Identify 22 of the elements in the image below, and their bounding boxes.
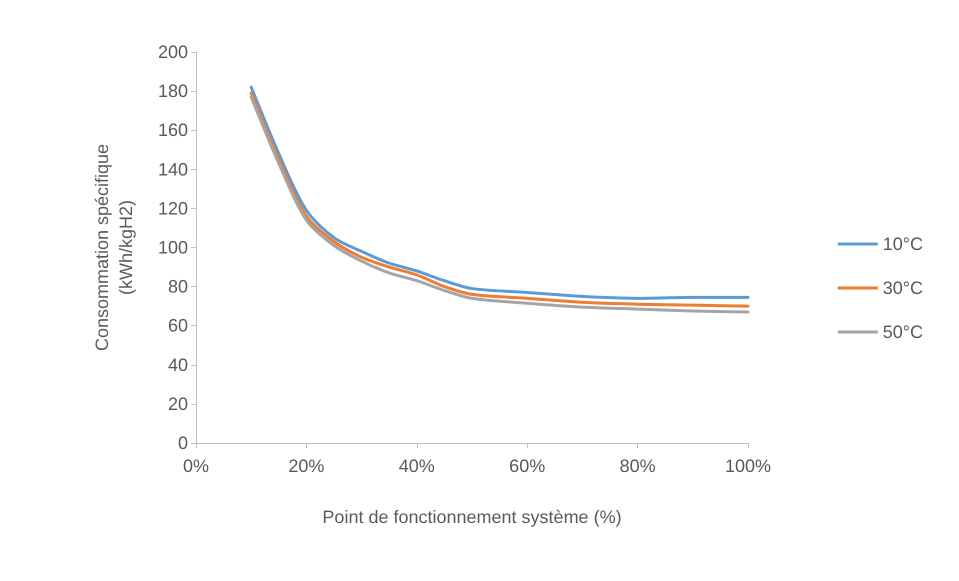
x-tick-label: 60% — [509, 456, 546, 476]
y-tick-label: 40 — [168, 354, 188, 375]
x-tick-label: 80% — [620, 456, 656, 476]
y-tick-label: 80 — [168, 276, 188, 297]
y-tick-label: 60 — [168, 316, 188, 336]
x-tick-label: 100% — [724, 456, 772, 476]
y-tick-label: 100 — [158, 238, 188, 258]
legend-label: 10°C — [882, 234, 923, 254]
y-tick-label: 0 — [178, 433, 188, 453]
legend-label: 50°C — [882, 322, 923, 342]
y-tick-label: 180 — [158, 81, 188, 102]
x-tick-label: 0% — [182, 456, 210, 476]
y-tick-label: 20 — [168, 394, 188, 414]
y-tick-label: 200 — [158, 42, 188, 62]
y-tick-label: 120 — [158, 198, 188, 218]
x-tick-label: 40% — [398, 456, 435, 476]
y-tick-label: 160 — [158, 120, 188, 140]
x-axis-title: Point de fonctionnement système (%) — [322, 507, 622, 527]
x-tick-label: 20% — [288, 456, 324, 476]
y-tick-label: 140 — [158, 159, 188, 180]
legend-label: 30°C — [882, 278, 923, 298]
y-axis-title: Consommation spécifique (kWh/kgH2) — [92, 144, 136, 352]
